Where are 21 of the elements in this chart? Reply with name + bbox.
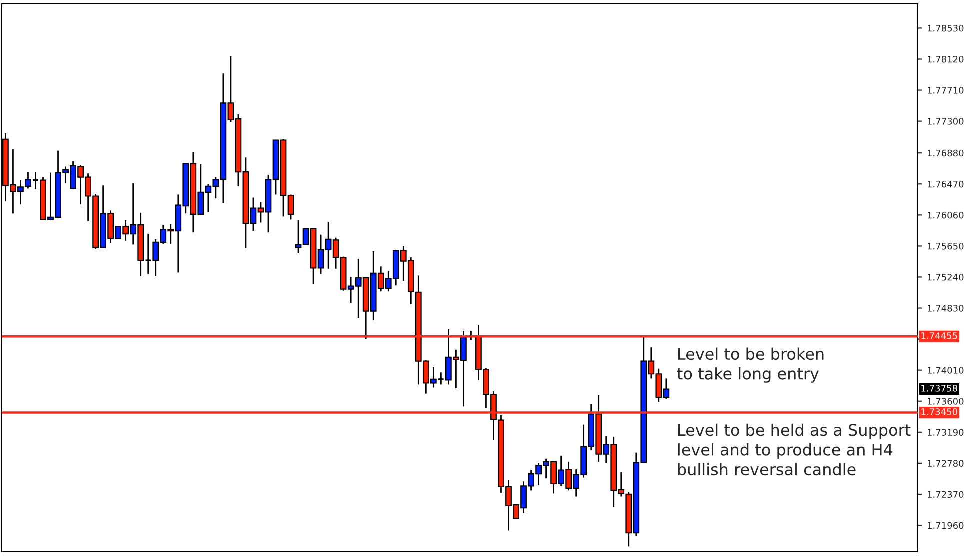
y-tick-label: 1.73190: [928, 429, 964, 436]
y-tick-label: 1.74010: [928, 367, 964, 374]
ref-line-label: 1.74455: [922, 332, 958, 340]
y-tick-label: 1.75240: [928, 274, 964, 281]
y-tick-label: 1.76060: [928, 212, 964, 219]
y-tick-label: 1.73600: [928, 398, 964, 405]
y-tick-label: 1.77300: [928, 118, 964, 125]
ref-line-label: 1.73450: [922, 408, 958, 416]
annotation: Level to be held as a Support level and to produce an H4 bullish reversal candle: [678, 424, 911, 476]
annotation: Level to be broken to take long entry: [677, 348, 824, 383]
y-tick-label: 1.77710: [928, 87, 964, 94]
y-tick-label: 1.75650: [928, 242, 964, 250]
text: 1.73758: [922, 385, 958, 392]
y-tick-label: 1.76470: [928, 180, 964, 188]
y-tick-label: 1.78120: [928, 56, 964, 63]
y-tick-label: 1.71960: [928, 522, 964, 530]
y-tick-label: 1.76880: [928, 150, 964, 157]
y-tick-label: 1.72370: [928, 491, 964, 498]
y-tick-label: 1.78530: [928, 24, 964, 32]
y-tick-label: 1.74830: [928, 305, 964, 312]
y-tick-label: 1.72780: [928, 460, 964, 467]
